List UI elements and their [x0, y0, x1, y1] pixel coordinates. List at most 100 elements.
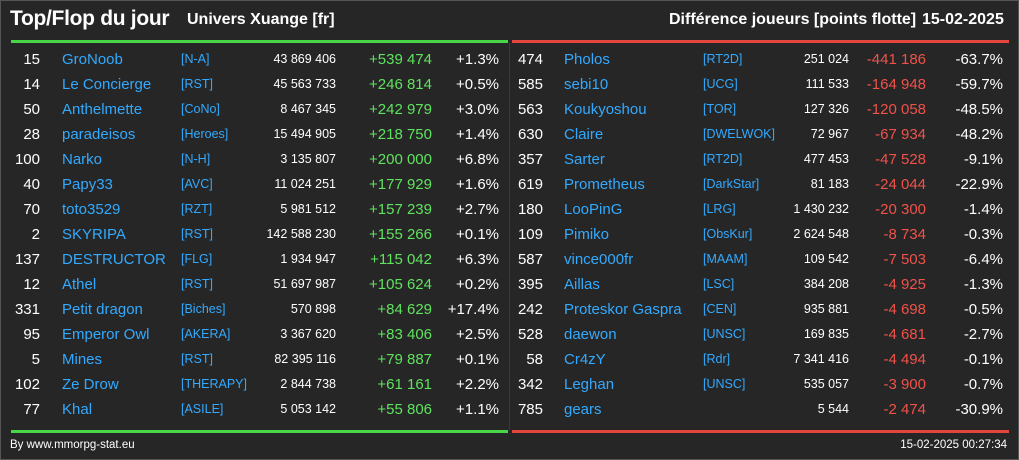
guild-link[interactable]: [DarkStar] [703, 177, 760, 191]
percent-cell: +2.2% [456, 376, 499, 393]
player-name-link[interactable]: Pimiko [564, 226, 610, 243]
guild-link[interactable]: [CEN] [703, 302, 737, 316]
diff-cell: -67 934 [875, 126, 926, 143]
table-row: 137 DESTRUCTOR [FLG] 1 934 947 +115 042 +6.3% [11, 247, 508, 272]
table-row: 100 Narko [N-H] 3 135 807 +200 000 +6.8% [11, 147, 508, 172]
guild-link[interactable]: [UCG] [703, 77, 738, 91]
player-name-link[interactable]: SKYRIPA [62, 226, 126, 243]
guild-link[interactable]: [RT2D] [703, 152, 743, 166]
guild-link[interactable]: [AKERA] [181, 327, 231, 341]
player-name-link[interactable]: daewon [564, 326, 617, 343]
player-name-link[interactable]: Cr4zY [564, 351, 606, 368]
guild-link[interactable]: [FLG] [181, 252, 213, 266]
player-name-link[interactable]: LooPinG [564, 201, 623, 218]
percent-cell: -0.3% [963, 226, 1003, 243]
diff-cell: +155 266 [369, 226, 432, 243]
player-name-link[interactable]: Petit dragon [62, 301, 143, 318]
player-name-link[interactable]: Prometheus [564, 176, 645, 193]
table-row: 357 Sarter [RT2D] 477 453 -47 528 -9.1% [512, 147, 1009, 172]
guild-link[interactable]: [CoNo] [181, 102, 220, 116]
player-name-link[interactable]: Aillas [564, 276, 600, 293]
diff-cell: +177 929 [369, 176, 432, 193]
player-name-link[interactable]: Emperor Owl [62, 326, 150, 343]
player-name-link[interactable]: vince000fr [564, 251, 634, 268]
player-name-link[interactable]: Narko [62, 151, 103, 168]
guild-link[interactable]: [RST] [181, 277, 213, 291]
guild-link[interactable]: [ObsKur] [703, 227, 753, 241]
percent-cell: -63.7% [955, 51, 1003, 68]
diff-cell: -2 474 [883, 401, 926, 418]
guild-link[interactable]: [LSC] [703, 277, 735, 291]
guild-link[interactable]: [TOR] [703, 102, 737, 116]
points-cell: 2 624 548 [793, 227, 849, 241]
guild-link[interactable]: [MAAM] [703, 252, 748, 266]
guild-link[interactable]: [LRG] [703, 202, 736, 216]
points-cell: 5 544 [817, 402, 849, 416]
guild-link[interactable]: [ASILE] [181, 402, 224, 416]
guild-link[interactable]: [RST] [181, 352, 213, 366]
points-cell: 142 588 230 [266, 227, 336, 241]
guild-link[interactable]: [DWELWOK] [703, 127, 775, 141]
player-name-link[interactable]: Khal [62, 401, 93, 418]
player-name-link[interactable]: Pholos [564, 51, 610, 68]
flop-accent-bar-bottom [512, 430, 1009, 433]
player-name-link[interactable]: Sarter [564, 151, 605, 168]
rank-cell: 585 [517, 76, 543, 93]
guild-link[interactable]: [N-H] [181, 152, 211, 166]
timestamp-text: 15-02-2025 00:27:34 [900, 439, 1007, 451]
player-name-link[interactable]: Athel [62, 276, 97, 293]
player-name-link[interactable]: Claire [564, 126, 604, 143]
percent-cell: +6.8% [456, 151, 499, 168]
table-row: 58 Cr4zY [Rdr] 7 341 416 -4 494 -0.1% [512, 347, 1009, 372]
player-name-link[interactable]: Papy33 [62, 176, 113, 193]
diff-cell: +157 239 [369, 201, 432, 218]
table-row: 342 Leghan [UNSC] 535 057 -3 900 -0.7% [512, 372, 1009, 397]
diff-cell: -164 948 [866, 76, 926, 93]
guild-link[interactable]: [N-A] [181, 52, 210, 66]
player-name-link[interactable]: Mines [62, 351, 103, 368]
player-name-link[interactable]: Koukyoshou [564, 101, 647, 118]
player-name-link[interactable]: Ze Drow [62, 376, 119, 393]
guild-link[interactable]: [RST] [181, 77, 213, 91]
table-row: 50 Anthelmette [CoNo] 8 467 345 +242 979 +3.0… [11, 97, 508, 122]
player-name-link[interactable]: Proteskor Gaspra [564, 301, 682, 318]
guild-link[interactable]: [UNSC] [703, 377, 746, 391]
guild-link[interactable]: [Rdr] [703, 352, 731, 366]
guild-link[interactable]: [THERAPY] [181, 377, 247, 391]
percent-cell: +3.0% [456, 101, 499, 118]
player-name-link[interactable]: gears [564, 401, 602, 418]
player-name-link[interactable]: sebi10 [564, 76, 609, 93]
points-cell: 72 967 [810, 127, 849, 141]
guild-link[interactable]: [Biches] [181, 302, 226, 316]
rank-cell: 14 [23, 76, 40, 93]
table-row: 28 paradeisos [Heroes] 15 494 905 +218 750 +1… [11, 122, 508, 147]
table-row: 563 Koukyoshou [TOR] 127 326 -120 058 -48.5% [512, 97, 1009, 122]
guild-link[interactable]: [RZT] [181, 202, 213, 216]
player-name-link[interactable]: DESTRUCTOR [62, 251, 166, 268]
rank-cell: 12 [23, 276, 40, 293]
player-name-link[interactable]: GroNoob [62, 51, 123, 68]
diff-cell: -4 494 [883, 351, 926, 368]
guild-link[interactable]: [UNSC] [703, 327, 746, 341]
diff-cell: -4 925 [883, 276, 926, 293]
guild-link[interactable]: [AVC] [181, 177, 213, 191]
percent-cell: -48.2% [955, 126, 1003, 143]
table-row: 331 Petit dragon [Biches] 570 898 +84 629 +17… [11, 297, 508, 322]
guild-link[interactable]: [Heroes] [181, 127, 229, 141]
player-name-link[interactable]: Anthelmette [62, 101, 143, 118]
table-row: 785 gears 5 544 -2 474 -30.9% [512, 397, 1009, 422]
player-name-link[interactable]: toto3529 [62, 201, 121, 218]
percent-cell: -0.1% [963, 351, 1003, 368]
player-name-link[interactable]: Leghan [564, 376, 615, 393]
rank-cell: 619 [517, 176, 543, 193]
table-row: 242 Proteskor Gaspra [CEN] 935 881 -4 698 -0.… [512, 297, 1009, 322]
guild-link[interactable]: [RT2D] [703, 52, 743, 66]
percent-cell: -1.3% [963, 276, 1003, 293]
player-name-link[interactable]: paradeisos [62, 126, 136, 143]
diff-cell: +200 000 [369, 151, 432, 168]
guild-link[interactable]: [RST] [181, 227, 213, 241]
player-name-link[interactable]: Le Concierge [62, 76, 152, 93]
table-row: 77 Khal [ASILE] 5 053 142 +55 806 +1.1% [11, 397, 508, 422]
table-row: 474 Pholos [RT2D] 251 024 -441 186 -63.7% [512, 47, 1009, 72]
percent-cell: +6.3% [456, 251, 499, 268]
